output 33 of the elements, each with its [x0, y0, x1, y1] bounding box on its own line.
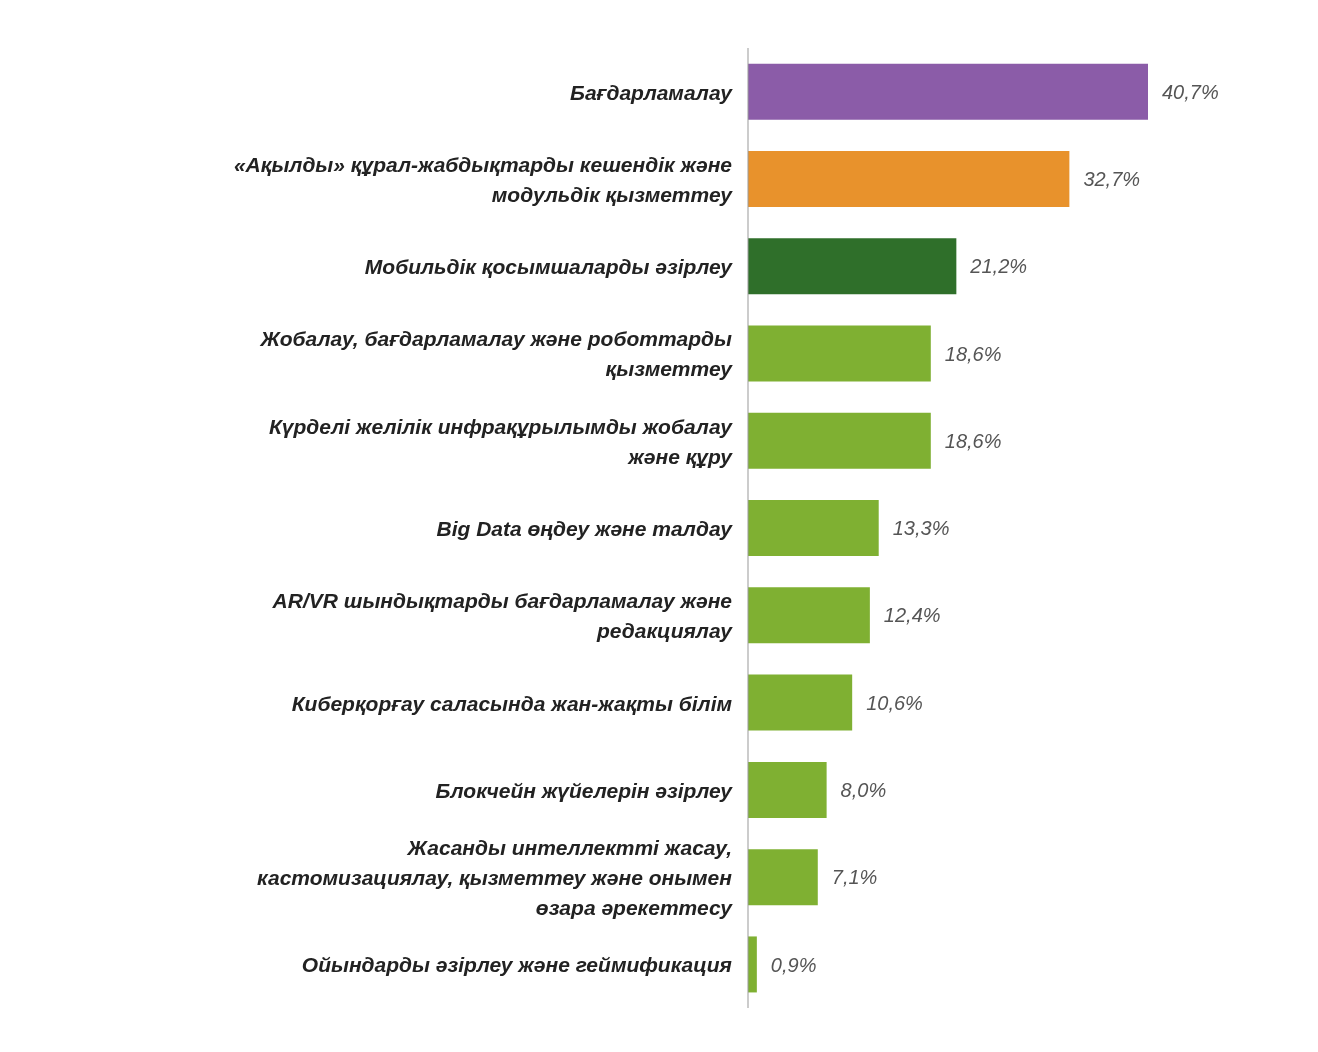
y-tick-label: Мобильдік қосымшаларды әзірлеу: [364, 254, 734, 278]
bar: [748, 238, 957, 295]
data-label: 7,1%: [831, 866, 878, 889]
data-label: 32,7%: [1083, 168, 1141, 191]
y-tick-label: Жасанды интеллектті жасау, кастомизациялау, қызметтеу және онымен өзара әрекеттесу: [257, 835, 734, 919]
bar: [748, 412, 931, 469]
bar: [748, 936, 757, 993]
y-tick-label: Бағдарламалау: [570, 80, 734, 104]
y-tick-label: «Ақылды» құрал-жабдықтарды кешендік және модульдік қызметтеу: [233, 152, 734, 206]
data-label: 10,6%: [866, 691, 923, 714]
data-label: 12,4%: [883, 604, 941, 627]
y-tick-label: Ойындарды әзірлеу және геймификация: [301, 952, 732, 976]
y-tick-label: Күрделі желілік инфрақұрылымды жобалау және құру: [268, 414, 734, 468]
data-label: 40,7%: [1162, 80, 1219, 103]
data-label: 8,0%: [840, 778, 887, 801]
bar: [748, 849, 818, 906]
bar: [748, 674, 853, 731]
data-label: 13,3%: [892, 517, 950, 540]
data-label: 0,9%: [770, 953, 817, 976]
bar: [748, 761, 827, 818]
y-tick-label: Киберқорғау саласында жан-жақты білім: [291, 691, 733, 715]
bar: [748, 63, 1148, 120]
data-label: 18,6%: [944, 342, 1002, 365]
bar: [748, 325, 931, 382]
y-tick-label: Big Data өңдеу және талдау: [436, 516, 734, 540]
y-tick-label: Блокчейн жүйелерін әзірлеу: [435, 778, 734, 802]
y-tick-label: Жобалау, бағдарламалау және роботтарды қызметтеу: [259, 326, 734, 380]
data-label: 18,6%: [944, 429, 1002, 452]
data-label: 21,2%: [969, 255, 1028, 278]
bar: [748, 500, 879, 557]
bar: [748, 587, 870, 644]
bar: [748, 150, 1070, 207]
y-tick-label: AR/VR шындықтарды бағдарламалау және редакциялау: [271, 588, 734, 642]
